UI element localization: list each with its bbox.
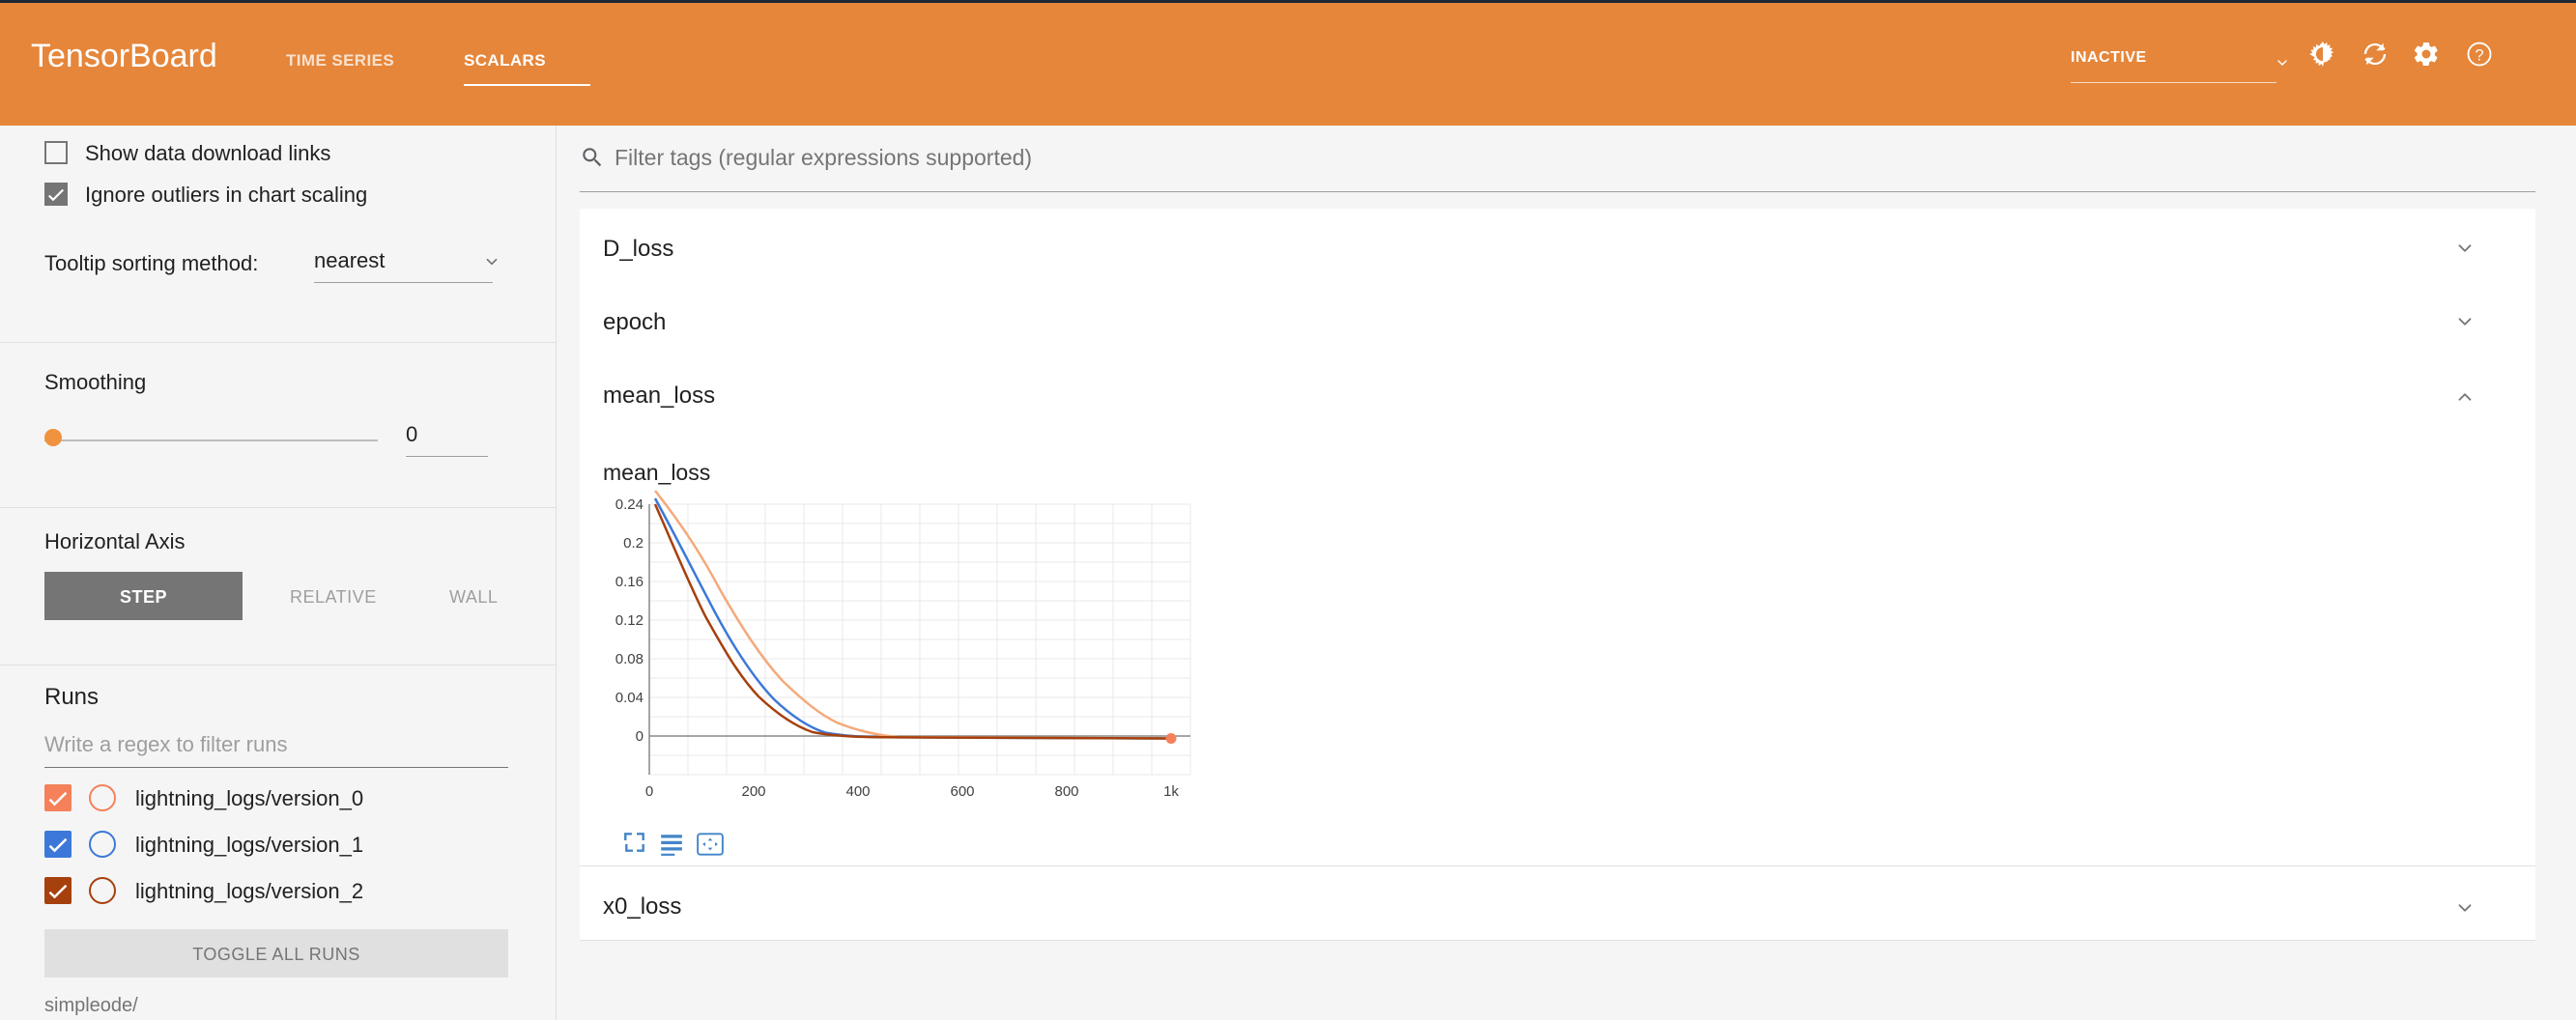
svg-text:0.2: 0.2: [623, 535, 644, 552]
svg-text:200: 200: [741, 783, 765, 800]
svg-text:?: ?: [2475, 46, 2483, 64]
svg-text:1k: 1k: [1163, 783, 1179, 800]
svg-text:0.16: 0.16: [615, 574, 644, 590]
svg-text:800: 800: [1054, 783, 1078, 800]
svg-text:0.24: 0.24: [615, 496, 644, 513]
svg-text:0.08: 0.08: [615, 651, 644, 667]
svg-text:0.12: 0.12: [615, 612, 644, 629]
svg-text:400: 400: [845, 783, 870, 800]
svg-text:600: 600: [950, 783, 974, 800]
svg-text:0.04: 0.04: [615, 690, 644, 706]
svg-text:0: 0: [645, 783, 653, 800]
svg-text:0: 0: [636, 728, 644, 745]
